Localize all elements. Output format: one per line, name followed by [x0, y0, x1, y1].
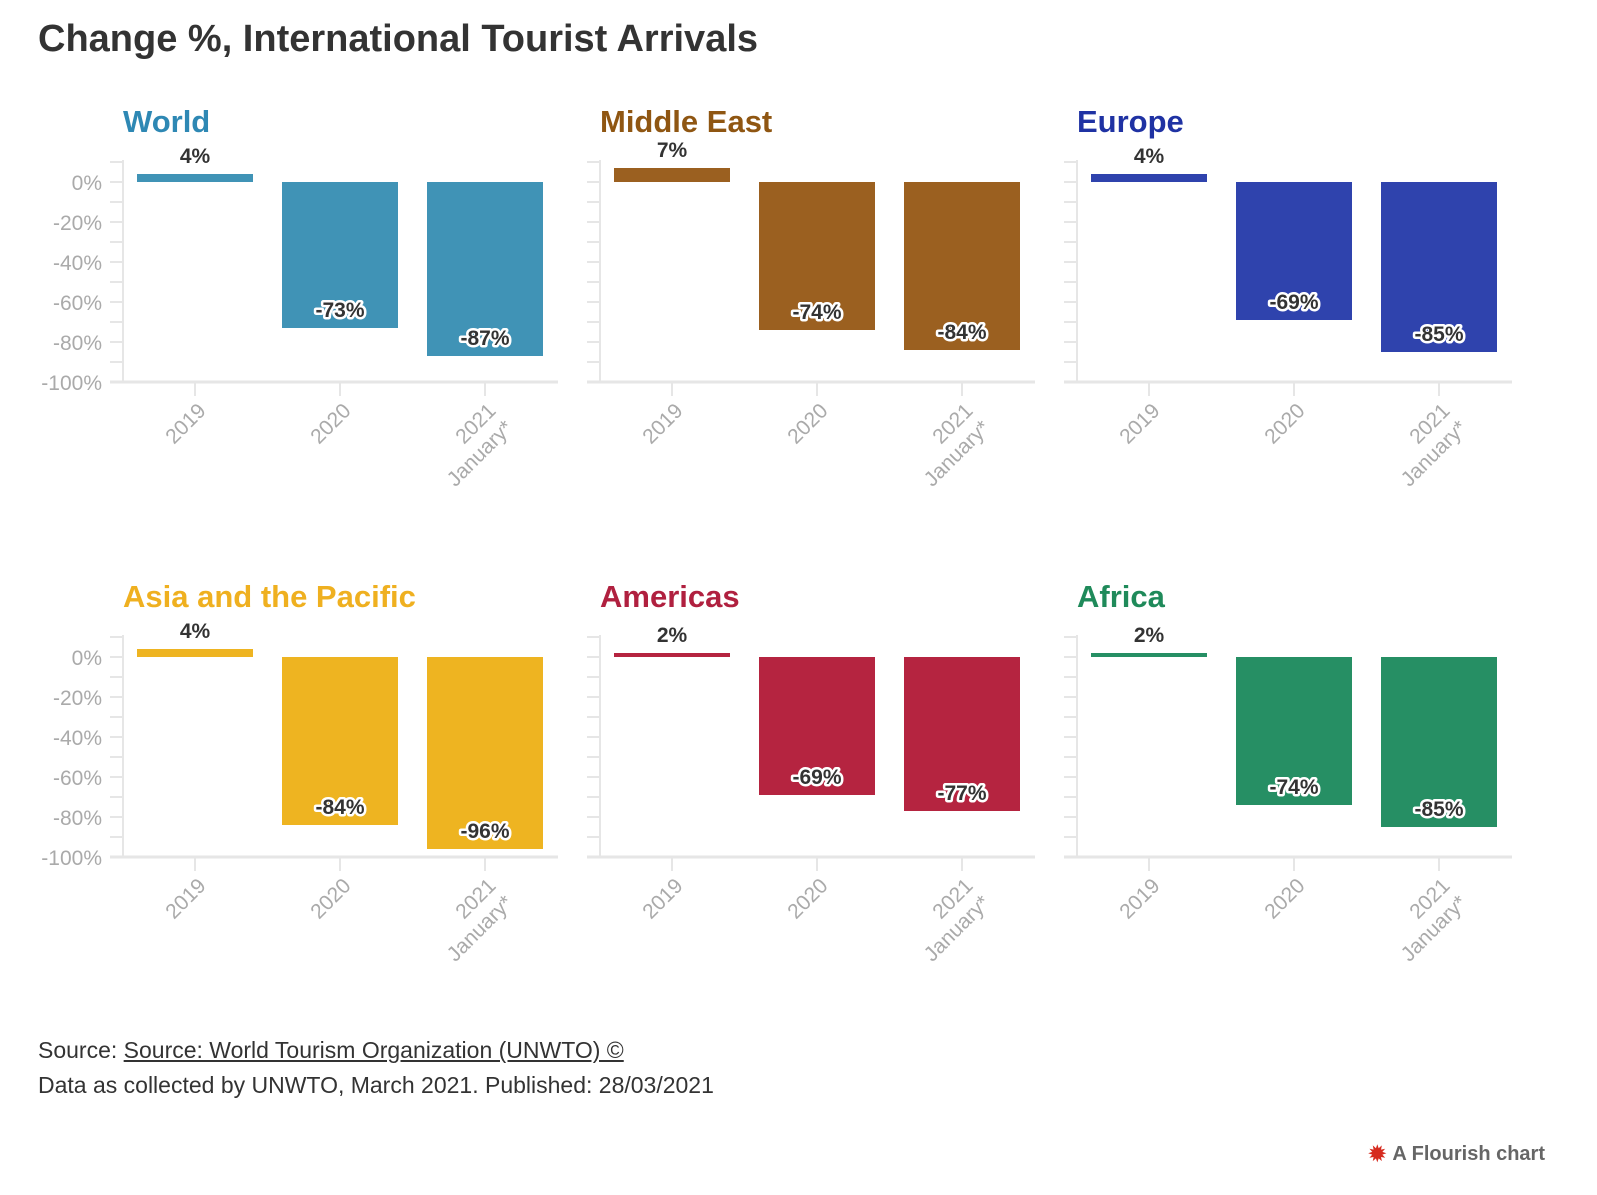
bar	[1381, 657, 1497, 827]
x-tick-label-line: 2020	[1260, 399, 1309, 448]
x-tick-label: 2021January*	[1380, 874, 1472, 966]
data-note: Data as collected by UNWTO, March 2021. …	[38, 1072, 714, 1098]
x-tick-label-line: 2020	[783, 874, 832, 923]
data-label: -84%	[315, 796, 364, 819]
bar	[1091, 174, 1207, 182]
bar	[1236, 657, 1352, 805]
data-label: -85%	[1414, 323, 1463, 346]
x-tick-label: 2020	[783, 874, 832, 923]
x-tick-label: 2021January*	[1380, 399, 1472, 491]
x-tick-label: 2020	[306, 399, 355, 448]
y-tick-label: 0%	[72, 647, 102, 670]
data-label: 4%	[180, 620, 211, 643]
bar	[759, 182, 875, 330]
data-label: 7%	[657, 139, 688, 162]
bar	[1381, 182, 1497, 352]
data-label: -77%	[937, 782, 986, 805]
x-tick-label-line: 2019	[161, 874, 210, 923]
x-tick-label: 2019	[1115, 399, 1164, 448]
x-tick-label-line: 2020	[306, 874, 355, 923]
x-tick-label: 2021January*	[426, 874, 518, 966]
data-label: -87%	[460, 327, 509, 350]
y-tick-label: -80%	[53, 807, 102, 830]
data-label: 2%	[1134, 624, 1165, 647]
x-tick-label: 2021January*	[903, 874, 995, 966]
x-tick-label: 2020	[1260, 874, 1309, 923]
data-label: -73%	[315, 299, 364, 322]
panel-title: Americas	[600, 579, 740, 614]
data-label: 4%	[1134, 145, 1165, 168]
bar	[282, 657, 398, 825]
data-label: -85%	[1414, 798, 1463, 821]
source-line: Source: Source: World Tourism Organizati…	[38, 1037, 624, 1064]
data-label: -69%	[792, 766, 841, 789]
x-tick-label: 2020	[306, 874, 355, 923]
x-tick-label: 2021January*	[426, 399, 518, 491]
x-tick-label: 2021January*	[903, 399, 995, 491]
y-tick-label: -20%	[53, 212, 102, 235]
y-tick-label: -60%	[53, 292, 102, 315]
data-label: 4%	[180, 145, 211, 168]
y-tick-label: -80%	[53, 332, 102, 355]
x-tick-label: 2019	[161, 399, 210, 448]
source-link[interactable]: Source: World Tourism Organization (UNWT…	[123, 1037, 624, 1063]
bar	[137, 174, 253, 182]
data-label: -84%	[937, 321, 986, 344]
flourish-logo-icon: ✹	[1367, 1141, 1388, 1168]
bar	[1091, 653, 1207, 657]
panel-title: Middle East	[600, 104, 772, 139]
x-tick-label-line: 2019	[1115, 399, 1164, 448]
panel-title: Asia and the Pacific	[123, 579, 416, 614]
bar	[759, 657, 875, 795]
y-tick-label: 0%	[72, 172, 102, 195]
data-label: -69%	[1269, 291, 1318, 314]
y-tick-label: -20%	[53, 687, 102, 710]
x-tick-label-line: 2020	[1260, 874, 1309, 923]
data-label: -74%	[1269, 776, 1318, 799]
bar	[614, 168, 730, 182]
bar	[427, 657, 543, 849]
bar	[1236, 182, 1352, 320]
x-tick-label: 2019	[161, 874, 210, 923]
flourish-credit-text: A Flourish chart	[1392, 1143, 1545, 1165]
y-tick-label: -40%	[53, 727, 102, 750]
bar	[904, 657, 1020, 811]
data-label: -74%	[792, 301, 841, 324]
chart-title: Change %, International Tourist Arrivals	[38, 18, 759, 60]
bar	[904, 182, 1020, 350]
data-label: -96%	[460, 820, 509, 843]
x-tick-label-line: 2019	[161, 399, 210, 448]
bar	[427, 182, 543, 356]
panel-title: Europe	[1077, 104, 1184, 139]
x-tick-label: 2019	[638, 399, 687, 448]
x-tick-label: 2019	[1115, 874, 1164, 923]
x-tick-label: 2020	[1260, 399, 1309, 448]
y-tick-label: -100%	[41, 847, 102, 870]
x-tick-label-line: 2019	[1115, 874, 1164, 923]
x-tick-label: 2020	[783, 399, 832, 448]
flourish-credit[interactable]: ✹ A Flourish chart	[1367, 1140, 1545, 1169]
y-tick-label: -60%	[53, 767, 102, 790]
bar	[137, 649, 253, 657]
x-tick-label-line: 2019	[638, 874, 687, 923]
x-tick-label-line: 2020	[306, 399, 355, 448]
panel-title: World	[123, 104, 210, 139]
source-prefix: Source:	[38, 1037, 124, 1063]
y-tick-label: -100%	[41, 372, 102, 395]
x-tick-label-line: 2019	[638, 399, 687, 448]
data-label: 2%	[657, 624, 688, 647]
x-tick-label: 2019	[638, 874, 687, 923]
x-tick-label-line: 2020	[783, 399, 832, 448]
y-tick-label: -40%	[53, 252, 102, 275]
bar	[614, 653, 730, 657]
panel-title: Africa	[1077, 579, 1166, 614]
bar	[282, 182, 398, 328]
